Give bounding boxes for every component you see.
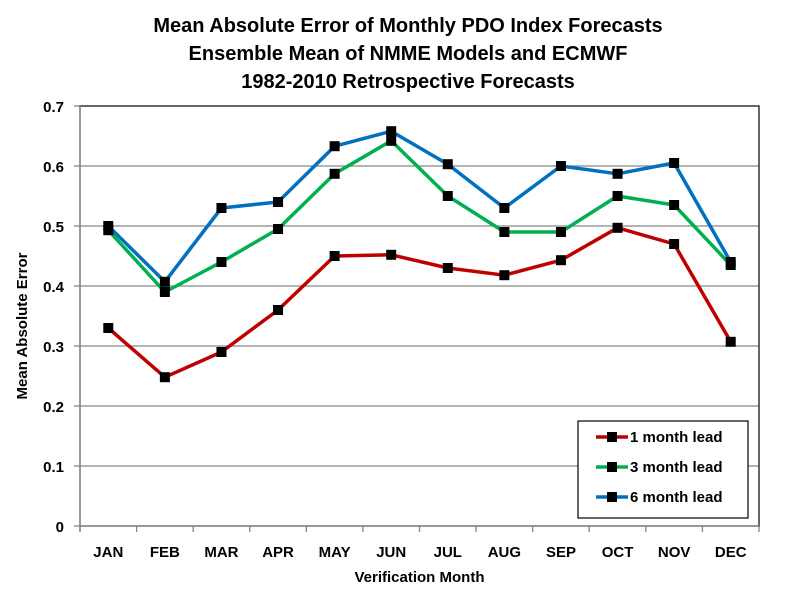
data-point [612, 168, 623, 179]
legend-marker [607, 492, 617, 502]
x-tick-label: APR [262, 544, 294, 561]
data-point [386, 135, 397, 146]
data-point [669, 239, 680, 249]
data-point [216, 257, 227, 267]
legend-label: 1 month lead [630, 429, 723, 446]
y-tick-label: 0.7 [43, 99, 64, 116]
data-point [725, 336, 736, 347]
x-tick-label: JAN [93, 544, 123, 561]
markers-1-month-lead [103, 222, 736, 383]
data-point [442, 263, 453, 273]
data-point [216, 203, 227, 213]
y-tick-label: 0.4 [43, 279, 65, 296]
x-axis-ticks: JAN FEB MAR APR MAY JUN JUL AUG SEP OCT NOV DEC [79, 526, 760, 561]
x-tick-label: OCT [602, 544, 634, 561]
series-line [107, 139, 732, 294]
data-point [329, 141, 340, 152]
data-point [159, 287, 170, 297]
series-6-month-lead [107, 129, 733, 284]
data-point [555, 255, 566, 266]
y-axis-ticks: 0 0.1 0.2 0.3 0.4 0.5 0.6 0.7 [43, 99, 80, 536]
data-point [499, 227, 510, 237]
x-tick-label: MAR [204, 544, 238, 561]
data-point [159, 276, 170, 287]
data-point [216, 347, 227, 357]
data-point [499, 270, 510, 281]
data-point [159, 372, 170, 383]
y-tick-label: 0.6 [43, 159, 64, 176]
x-tick-label: DEC [715, 544, 747, 561]
legend-label: 6 month lead [630, 489, 723, 506]
x-tick-label: FEB [150, 544, 180, 561]
x-tick-label: AUG [488, 544, 521, 561]
data-point [103, 221, 114, 231]
legend: 1 month lead 3 month lead 6 month lead [577, 420, 749, 519]
y-tick-label: 0.2 [43, 399, 64, 416]
series-1-month-lead [107, 226, 733, 379]
legend-label: 3 month lead [630, 459, 723, 476]
legend-marker [607, 462, 617, 472]
legend-item: 1 month lead [596, 429, 723, 446]
series-line [107, 226, 733, 379]
data-point [103, 323, 114, 333]
x-tick-label: JUN [376, 544, 406, 561]
x-tick-label: MAY [319, 544, 351, 561]
x-tick-label: SEP [546, 544, 576, 561]
data-point [273, 197, 284, 207]
data-point [499, 203, 510, 213]
legend-item: 3 month lead [596, 459, 723, 476]
data-point [386, 249, 397, 260]
x-tick-label: JUL [434, 544, 462, 561]
data-point [273, 305, 284, 315]
y-tick-label: 0.3 [43, 339, 64, 356]
data-point [555, 227, 566, 237]
chart-title: Mean Absolute Error of Monthly PDO Index… [153, 15, 662, 93]
data-point [555, 161, 566, 171]
data-point [329, 251, 340, 261]
data-point [669, 200, 680, 210]
y-tick-label: 0 [56, 519, 64, 536]
y-axis-title: Mean Absolute Error [14, 252, 31, 399]
data-point [329, 168, 340, 179]
title-line-2: Ensemble Mean of NMME Models and ECMWF [189, 43, 628, 65]
data-point [669, 158, 680, 168]
data-point [273, 224, 284, 234]
series-3-month-lead [107, 139, 732, 294]
series-group [103, 126, 736, 383]
title-line-3: 1982-2010 Retrospective Forecasts [241, 71, 575, 93]
data-point [442, 159, 453, 170]
data-point [612, 191, 623, 201]
x-tick-label: NOV [658, 544, 691, 561]
data-point [725, 257, 736, 267]
data-point [442, 191, 453, 201]
data-point [612, 222, 623, 233]
y-tick-label: 0.1 [43, 459, 64, 476]
title-line-1: Mean Absolute Error of Monthly PDO Index… [153, 15, 662, 37]
legend-marker [607, 432, 617, 442]
markers-6-month-lead [103, 126, 736, 287]
legend-item: 6 month lead [596, 489, 723, 506]
x-axis-title: Verification Month [354, 569, 484, 586]
y-tick-label: 0.5 [43, 219, 64, 236]
data-point [386, 126, 397, 137]
series-line [107, 129, 733, 284]
